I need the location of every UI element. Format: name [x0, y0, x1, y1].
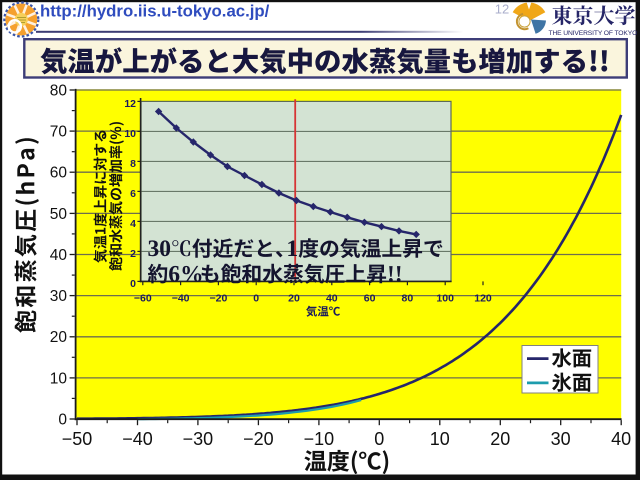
svg-text:−20: −20: [243, 429, 274, 449]
svg-text:50: 50: [50, 206, 68, 223]
svg-text:−40: −40: [172, 293, 190, 305]
svg-text:12: 12: [124, 98, 136, 110]
svg-text:10: 10: [50, 370, 68, 387]
svg-text:−10: −10: [304, 429, 335, 449]
svg-text:THE UNIVERSITY OF TOKYO: THE UNIVERSITY OF TOKYO: [549, 30, 638, 37]
svg-text:2: 2: [130, 248, 136, 260]
svg-text:60: 60: [50, 165, 68, 182]
svg-text:http://hydro.iis.u-tokyo.ac.jp: http://hydro.iis.u-tokyo.ac.jp/: [40, 1, 270, 20]
svg-text:4: 4: [130, 218, 136, 230]
svg-text:80: 80: [402, 293, 414, 305]
svg-text:−50: −50: [62, 429, 93, 449]
svg-text:10: 10: [430, 429, 450, 449]
svg-text:80: 80: [50, 82, 68, 99]
svg-text:−40: −40: [122, 429, 153, 449]
svg-text:−30: −30: [183, 429, 214, 449]
svg-text:10: 10: [124, 128, 136, 140]
svg-text:20: 20: [490, 429, 510, 449]
svg-text:40: 40: [50, 247, 68, 264]
svg-text:0: 0: [58, 411, 67, 428]
svg-text:12: 12: [495, 2, 509, 17]
svg-text:30: 30: [551, 429, 571, 449]
svg-text:40: 40: [611, 429, 631, 449]
svg-text:20: 20: [288, 293, 300, 305]
svg-text:60: 60: [364, 293, 376, 305]
svg-text:100: 100: [436, 293, 454, 305]
svg-text:0: 0: [253, 293, 259, 305]
svg-text:−60: −60: [134, 293, 152, 305]
svg-text:0: 0: [374, 429, 384, 449]
svg-text:0: 0: [130, 278, 136, 290]
svg-text:8: 8: [130, 158, 136, 170]
svg-text:70: 70: [50, 124, 68, 141]
svg-text:30: 30: [50, 288, 68, 305]
svg-text:20: 20: [50, 329, 68, 346]
svg-text:−20: −20: [209, 293, 227, 305]
svg-text:40: 40: [326, 293, 338, 305]
svg-text:120: 120: [474, 293, 492, 305]
svg-text:6: 6: [130, 188, 136, 200]
